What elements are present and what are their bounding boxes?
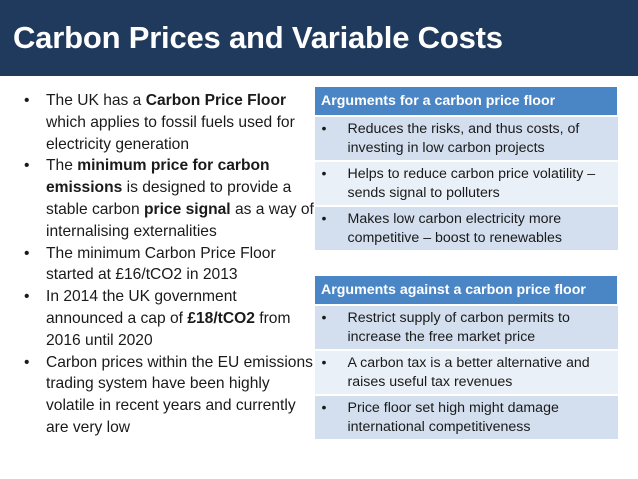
bullet-text: as a way of internalising externalities [46, 200, 314, 240]
bullet-glyph: • [321, 310, 327, 326]
argument-against-text: Restrict supply of carbon permits to inc… [347, 310, 570, 345]
bullet-text: In 2014 the UK government announced a ca… [46, 288, 237, 327]
bullet-text: The minimum Carbon Price Floor started a… [46, 244, 276, 284]
argument-for-row: • Reduces the risks, and thus costs, of i… [314, 115, 618, 161]
bullet-bold-text: Carbon Price Floor [145, 92, 287, 109]
argument-against-text: A carbon tax is a better alternative and… [347, 355, 590, 390]
argument-against-cell: • Price floor set high might damage inter… [314, 394, 618, 439]
bullet-glyph: • [24, 157, 30, 175]
bullet-list: • The UK has a Carbon Price Floor which a… [22, 90, 314, 439]
argument-against-row: • Restrict supply of carbon permits to in… [314, 304, 618, 350]
bullet-text: which applies to fossil fuels used for e… [46, 113, 295, 153]
arguments-against-header: Arguments against a carbon price floor [314, 275, 618, 306]
bullet-glyph: • [321, 400, 327, 416]
argument-for-row: • Makes low carbon electricity more compe… [314, 205, 618, 250]
arguments-for-header: Arguments for a carbon price floor [314, 86, 618, 117]
title-bar: Carbon Prices and Variable Costs [0, 0, 638, 76]
bullet-text: The UK has a [46, 92, 146, 109]
bullet-glyph: • [24, 288, 30, 306]
bullet-item: • The minimum Carbon Price Floor started … [22, 243, 314, 287]
bullet-item: • The UK has a Carbon Price Floor which a… [22, 90, 314, 155]
bullet-text: from 2016 until 2020 [46, 309, 291, 349]
bullet-bold-text: £18/tCO2 [187, 309, 255, 327]
argument-for-cell: • Reduces the risks, and thus costs, of i… [314, 115, 618, 161]
argument-for-text: Helps to reduce carbon price volatility … [347, 166, 596, 201]
argument-for-cell: • Helps to reduce carbon price volatility… [314, 160, 618, 206]
argument-for-text: Makes low carbon electricity more compet… [347, 211, 563, 246]
arguments-for-table: Arguments for a carbon price floor • Redu… [314, 86, 618, 250]
argument-for-cell: • Makes low carbon electricity more compe… [314, 205, 618, 250]
bullet-bold-text: price signal [143, 200, 231, 218]
arguments-against-table: Arguments against a carbon price floor •… [314, 275, 618, 439]
bullet-text: The [46, 157, 78, 175]
bullet-glyph: • [321, 355, 327, 371]
bullet-glyph: • [321, 121, 327, 137]
argument-against-row: • A carbon tax is a better alternative an… [314, 349, 618, 395]
argument-against-text: Price floor set high might damage intern… [347, 400, 559, 435]
bullet-glyph: • [321, 166, 327, 182]
bullet-item: • In 2014 the UK government announced a c… [22, 286, 314, 351]
bullet-glyph: • [24, 353, 30, 371]
bullet-item: • The minimum price for carbon emissions … [22, 155, 314, 242]
argument-against-cell: • Restrict supply of carbon permits to in… [314, 304, 618, 350]
argument-for-row: • Helps to reduce carbon price volatility… [314, 160, 618, 206]
bullet-glyph: • [321, 211, 327, 227]
argument-for-text: Reduces the risks, and thus costs, of in… [347, 121, 580, 156]
bullet-glyph: • [24, 92, 30, 109]
argument-against-row: • Price floor set high might damage inter… [314, 394, 618, 439]
bullet-text: Carbon prices within the EU emissions tr… [46, 353, 313, 436]
bullet-bold-text: minimum price for carbon emissions [46, 157, 270, 197]
bullet-text: is designed to provide a stable carbon [46, 179, 292, 218]
bullet-item: • Carbon prices within the EU emissions t… [22, 352, 314, 439]
slide-title: Carbon Prices and Variable Costs [13, 20, 503, 55]
argument-against-cell: • A carbon tax is a better alternative an… [314, 349, 618, 395]
bullet-glyph: • [24, 244, 30, 262]
